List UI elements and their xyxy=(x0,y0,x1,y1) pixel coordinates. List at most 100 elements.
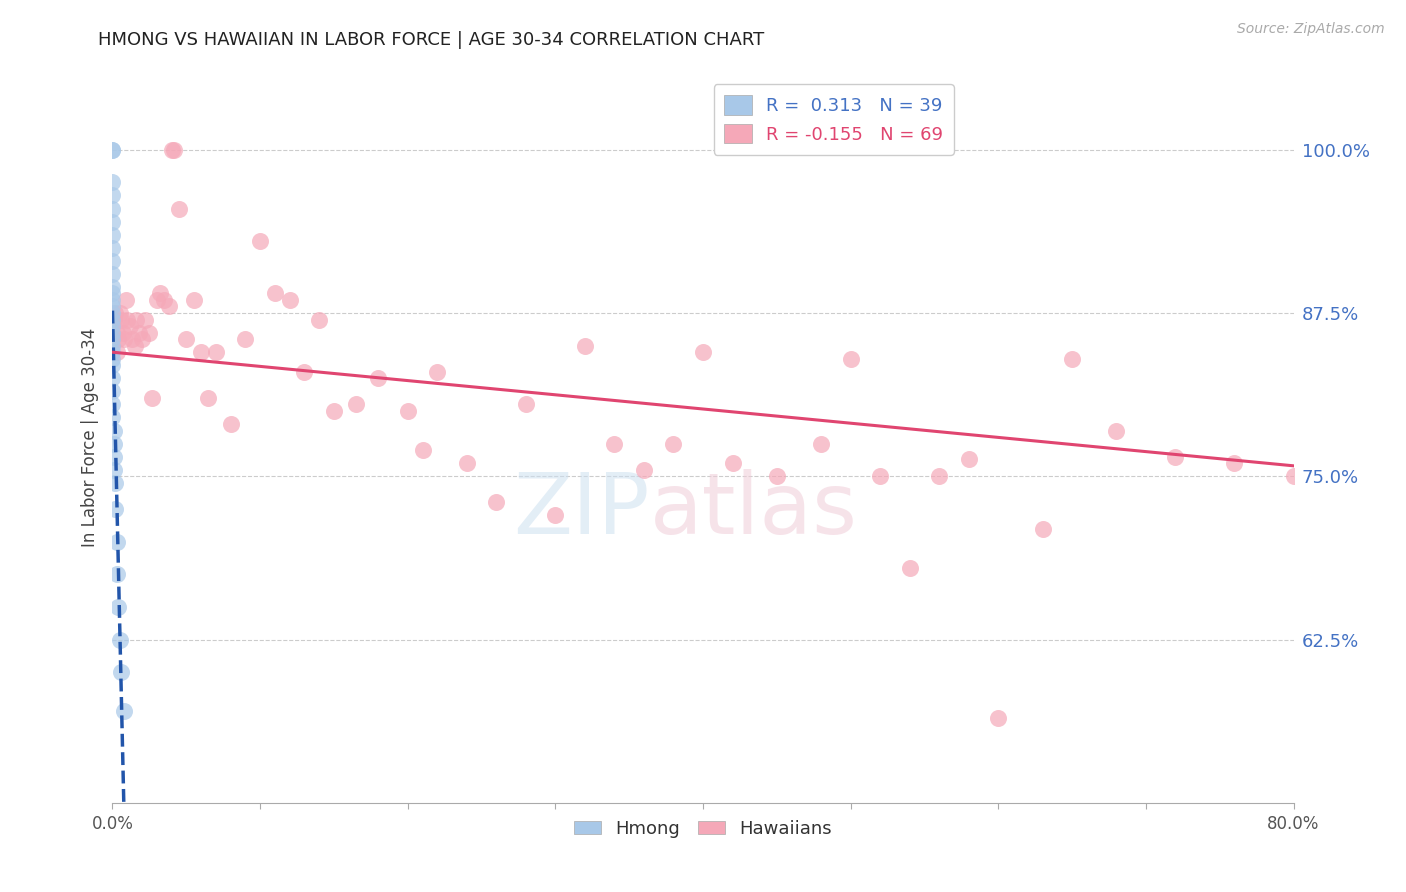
Point xyxy=(101,384,124,399)
Point xyxy=(103,463,125,477)
Point xyxy=(839,351,862,366)
Point xyxy=(344,397,367,411)
Point xyxy=(205,345,228,359)
Point xyxy=(544,508,567,523)
Point xyxy=(101,175,124,189)
Point xyxy=(124,339,146,353)
Point xyxy=(108,306,131,320)
Text: ZIP: ZIP xyxy=(513,468,650,552)
Point xyxy=(574,339,596,353)
Point xyxy=(105,326,128,340)
Point xyxy=(101,300,124,314)
Point xyxy=(105,567,128,582)
Point xyxy=(146,293,169,307)
Point xyxy=(101,293,124,307)
Point xyxy=(308,312,330,326)
Point xyxy=(104,306,127,320)
Point xyxy=(396,404,419,418)
Point xyxy=(810,436,832,450)
Point xyxy=(128,326,150,340)
Point xyxy=(278,293,301,307)
Point xyxy=(174,332,197,346)
Point xyxy=(485,495,508,509)
Point xyxy=(264,286,287,301)
Point xyxy=(157,300,180,314)
Point xyxy=(111,326,134,340)
Point xyxy=(160,143,183,157)
Point xyxy=(101,280,124,294)
Point xyxy=(1032,522,1054,536)
Point xyxy=(104,475,127,490)
Point xyxy=(721,456,744,470)
Point xyxy=(104,502,127,516)
Point xyxy=(141,391,163,405)
Point xyxy=(633,463,655,477)
Point xyxy=(292,365,315,379)
Point xyxy=(367,371,389,385)
Point xyxy=(163,143,186,157)
Point xyxy=(197,391,219,405)
Point xyxy=(869,469,891,483)
Point xyxy=(233,332,256,346)
Point xyxy=(134,312,156,326)
Point xyxy=(101,241,124,255)
Point xyxy=(1164,450,1187,464)
Point xyxy=(107,599,129,614)
Point xyxy=(101,397,124,411)
Point xyxy=(957,452,980,467)
Point xyxy=(411,443,433,458)
Point xyxy=(103,450,125,464)
Point xyxy=(103,436,125,450)
Point xyxy=(105,345,128,359)
Point xyxy=(103,424,125,438)
Point xyxy=(114,293,136,307)
Point xyxy=(101,312,124,326)
Point xyxy=(138,326,160,340)
Point xyxy=(515,397,537,411)
Point xyxy=(101,332,124,346)
Point xyxy=(692,345,714,359)
Point xyxy=(1223,456,1246,470)
Point xyxy=(101,188,124,202)
Point xyxy=(101,351,124,366)
Point xyxy=(603,436,626,450)
Point xyxy=(101,286,124,301)
Point xyxy=(120,319,142,334)
Point xyxy=(323,404,346,418)
Point xyxy=(108,632,131,647)
Point xyxy=(101,345,124,359)
Point xyxy=(101,214,124,228)
Point xyxy=(110,665,132,680)
Point xyxy=(101,358,124,372)
Point xyxy=(101,143,124,157)
Point xyxy=(153,293,176,307)
Point xyxy=(1062,351,1084,366)
Point xyxy=(112,332,135,346)
Point xyxy=(1105,424,1128,438)
Text: Source: ZipAtlas.com: Source: ZipAtlas.com xyxy=(1237,22,1385,37)
Point xyxy=(190,345,212,359)
Point xyxy=(101,326,124,340)
Point xyxy=(928,469,950,483)
Point xyxy=(456,456,478,470)
Point xyxy=(103,312,125,326)
Text: HMONG VS HAWAIIAN IN LABOR FORCE | AGE 30-34 CORRELATION CHART: HMONG VS HAWAIIAN IN LABOR FORCE | AGE 3… xyxy=(98,31,765,49)
Point xyxy=(1282,469,1305,483)
Point xyxy=(898,560,921,574)
Point xyxy=(662,436,685,450)
Point xyxy=(101,143,124,157)
Point xyxy=(249,234,271,248)
Point xyxy=(766,469,789,483)
Point xyxy=(101,371,124,385)
Point xyxy=(125,312,148,326)
Point xyxy=(101,267,124,281)
Point xyxy=(101,227,124,242)
Point xyxy=(101,253,124,268)
Point xyxy=(183,293,205,307)
Point xyxy=(107,332,129,346)
Point xyxy=(131,332,153,346)
Point xyxy=(101,306,124,320)
Point xyxy=(987,711,1010,725)
Point xyxy=(110,312,132,326)
Point xyxy=(101,410,124,425)
